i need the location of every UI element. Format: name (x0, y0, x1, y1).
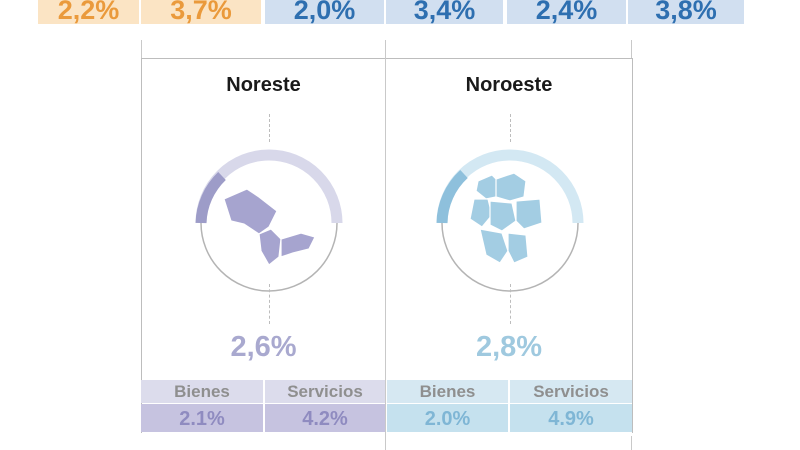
panel-noreste: Noreste 2,6% (141, 58, 385, 433)
panel-title: Noreste (226, 74, 301, 96)
top-value-cell: 2,0% (265, 0, 384, 24)
dotted-connector (510, 114, 511, 142)
servicios-value: 4.9% (510, 404, 632, 432)
bienes-value: 2.1% (141, 404, 263, 432)
breakdown-table-noroeste: Bienes Servicios 2.0% 4.9% (387, 380, 632, 432)
dotted-connector (269, 114, 270, 142)
breakdown-table-noreste: Bienes Servicios 2.1% 4.2% (141, 380, 385, 432)
bienes-header: Bienes (141, 380, 263, 403)
dotted-connector (510, 284, 511, 324)
gauge-fill (436, 169, 468, 224)
top-value-cell: 3,4% (386, 0, 503, 24)
dotted-connector (269, 284, 270, 324)
grid-line (385, 40, 386, 450)
top-value-cell: 3,8% (628, 0, 744, 24)
servicios-header: Servicios (510, 380, 632, 403)
region-map-noreste-icon (223, 188, 316, 266)
top-value-cell: 2,4% (507, 0, 626, 24)
region-map-noroeste-icon (469, 172, 543, 264)
panel-noroeste: Noroeste 2,8% (386, 58, 633, 433)
servicios-value: 4.2% (265, 404, 385, 432)
grid-line (631, 436, 632, 450)
total-percentage: 2,6% (230, 331, 297, 363)
servicios-header: Servicios (265, 380, 385, 403)
gauge-fill (195, 172, 226, 224)
column-divider (263, 380, 265, 432)
bienes-value: 2.0% (387, 404, 508, 432)
grid-line (631, 40, 632, 58)
top-value-cell: 2,2% (38, 0, 139, 24)
grid-line (141, 40, 142, 58)
bienes-header: Bienes (387, 380, 508, 403)
total-percentage: 2,8% (475, 331, 543, 363)
top-value-cell: 3,7% (141, 0, 261, 24)
gauge-noreste (195, 149, 343, 292)
column-divider (508, 380, 510, 432)
gauge-noroeste (436, 149, 584, 292)
panel-title: Noroeste (465, 74, 553, 96)
